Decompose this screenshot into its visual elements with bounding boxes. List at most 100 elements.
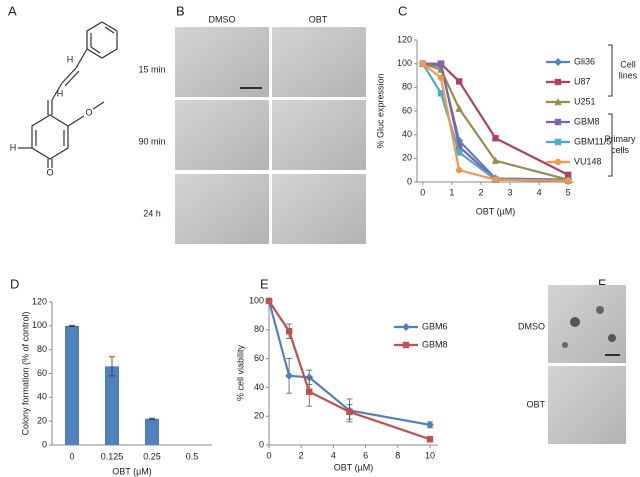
- row-label: 24 h: [143, 208, 161, 218]
- marker: [554, 118, 562, 126]
- y-tick-label: 40: [254, 382, 264, 392]
- panel-letter: F: [598, 276, 606, 291]
- y-tick-label: 20: [37, 416, 47, 426]
- panel-letter: B: [176, 3, 185, 18]
- x-tick-label: 4: [537, 187, 542, 197]
- annotation: Primary: [605, 134, 636, 144]
- marker: [492, 135, 499, 142]
- marker: [265, 297, 273, 305]
- annotation: lines: [619, 70, 638, 80]
- row-label: 90 min: [138, 136, 165, 146]
- marker: [455, 149, 463, 156]
- legend-label: VU148: [574, 156, 602, 166]
- x-tick-label: 8: [395, 450, 400, 460]
- x-tick-label: 2: [478, 187, 483, 197]
- y-tick-label: 80: [37, 344, 47, 354]
- x-axis-label: OBT (µM): [112, 466, 152, 476]
- atom-label: O: [85, 107, 92, 117]
- bar: [145, 418, 159, 445]
- bar: [65, 325, 79, 445]
- y-tick-label: 80: [402, 82, 412, 92]
- annotation: Cell: [620, 59, 636, 69]
- x-tick-label: 2: [299, 450, 304, 460]
- marker: [437, 74, 445, 82]
- x-tick-label: 3: [508, 187, 513, 197]
- marker: [426, 436, 434, 443]
- y-tick-label: 40: [37, 392, 47, 402]
- y-axis-label: % Gluc expression: [375, 73, 385, 148]
- x-tick-label: 6: [363, 450, 368, 460]
- panel-letter: A: [8, 3, 17, 18]
- marker: [554, 138, 562, 146]
- x-tick-label: 0.125: [101, 451, 124, 461]
- marker: [419, 60, 427, 67]
- y-tick-label: 20: [402, 153, 412, 163]
- y-tick-label: 60: [402, 105, 412, 115]
- panel-letter: C: [398, 3, 407, 18]
- marker: [564, 177, 572, 185]
- y-tick-label: 60: [37, 368, 47, 378]
- x-axis-label: OBT (µM): [476, 206, 516, 216]
- bar: [105, 366, 119, 445]
- y-tick-label: 120: [32, 296, 47, 306]
- marker: [455, 166, 463, 174]
- legend-label: U251: [574, 96, 596, 106]
- y-axis-label: Colony formation (% of control): [20, 311, 30, 435]
- row-label: 15 min: [138, 64, 165, 74]
- x-axis-label: OBT (µM): [334, 462, 374, 472]
- marker: [402, 323, 410, 331]
- marker: [492, 176, 499, 183]
- x-tick-label: 0.5: [186, 451, 199, 461]
- legend-label: Gli36: [574, 56, 595, 66]
- marker: [425, 420, 434, 429]
- marker: [285, 328, 293, 335]
- legend-label: GBM11/5: [574, 136, 611, 146]
- x-tick-label: 10: [425, 450, 435, 460]
- marker: [491, 156, 500, 164]
- annotation: cells: [611, 145, 630, 155]
- marker: [554, 158, 562, 166]
- y-tick-label: 0: [42, 439, 47, 449]
- y-tick-label: 120: [397, 34, 412, 44]
- spheroid-images: [548, 285, 626, 444]
- atom-label: O: [46, 167, 53, 177]
- marker: [402, 341, 410, 349]
- marker: [455, 104, 463, 112]
- x-tick-label: 0: [266, 450, 271, 460]
- y-tick-label: 60: [254, 353, 264, 363]
- y-tick-label: 80: [254, 324, 264, 334]
- structure: [18, 21, 118, 168]
- atom-label: H: [10, 142, 17, 152]
- marker: [285, 371, 294, 380]
- marker: [455, 143, 463, 150]
- y-tick-label: 100: [397, 58, 412, 68]
- atom-label: H: [57, 88, 64, 98]
- bracket: [608, 44, 613, 97]
- row-label: OBT: [526, 399, 545, 409]
- y-tick-label: 100: [249, 295, 264, 305]
- panel-letter: D: [10, 276, 19, 291]
- marker: [437, 60, 445, 67]
- x-tick-label: 4: [331, 450, 336, 460]
- panel-letter: E: [260, 276, 269, 291]
- row-label: DMSO: [518, 321, 545, 331]
- marker: [455, 78, 463, 85]
- x-tick-label: 0: [69, 451, 74, 461]
- y-axis-label: % cell viability: [235, 344, 245, 401]
- marker: [554, 78, 562, 86]
- y-tick-label: 0: [259, 439, 264, 449]
- y-tick-label: 100: [32, 320, 47, 330]
- legend-label: GBM8: [422, 339, 448, 349]
- x-tick-label: 1: [449, 187, 454, 197]
- legend-label: U87: [574, 76, 591, 86]
- marker: [346, 408, 353, 416]
- marker: [554, 58, 562, 66]
- legend-label: GBM8: [574, 116, 600, 126]
- marker: [306, 388, 313, 395]
- legend-label: GBM6: [422, 321, 448, 331]
- bracket: [608, 113, 613, 177]
- x-tick-label: 0.25: [143, 451, 161, 461]
- column-label: OBT: [309, 14, 328, 24]
- y-tick-label: 20: [254, 411, 264, 421]
